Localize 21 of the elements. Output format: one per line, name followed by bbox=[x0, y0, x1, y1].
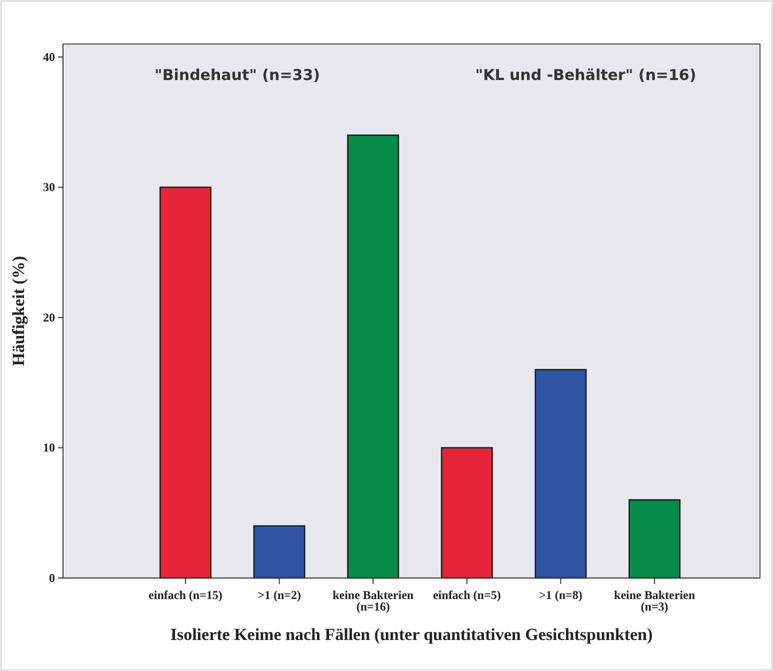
y-tick-label: 40 bbox=[43, 50, 55, 64]
bar bbox=[347, 134, 400, 579]
x-tick-label: einfach (n=15) bbox=[148, 588, 222, 602]
y-tick-label: 20 bbox=[43, 310, 55, 324]
y-tick-label: 30 bbox=[43, 180, 55, 194]
y-tick-label: 10 bbox=[43, 440, 55, 455]
bar bbox=[440, 447, 493, 579]
x-axis-title: Isolierte Keime nach Fällen (unter quantitativen Gesichtspunkten) bbox=[170, 625, 653, 644]
bar bbox=[160, 186, 212, 579]
annotation: "Bindehaut" (n=33) bbox=[154, 66, 320, 84]
x-tick-label: >1 (n=8) bbox=[539, 588, 582, 602]
bar bbox=[628, 499, 680, 579]
x-tick-label: einfach (n=5) bbox=[432, 588, 501, 602]
x-tick-label: keine Bakterien (n=3) bbox=[614, 588, 696, 614]
x-tick-label: keine Bakterien (n=16) bbox=[332, 588, 414, 614]
y-axis-title: Häufigkeit (%) bbox=[9, 256, 28, 366]
bar bbox=[253, 525, 306, 579]
x-tick-label: >1 (n=2) bbox=[258, 588, 301, 602]
bar bbox=[534, 368, 587, 579]
annotation: "KL und -Behälter" (n=16) bbox=[475, 66, 696, 84]
y-tick-label: 0 bbox=[49, 570, 55, 585]
